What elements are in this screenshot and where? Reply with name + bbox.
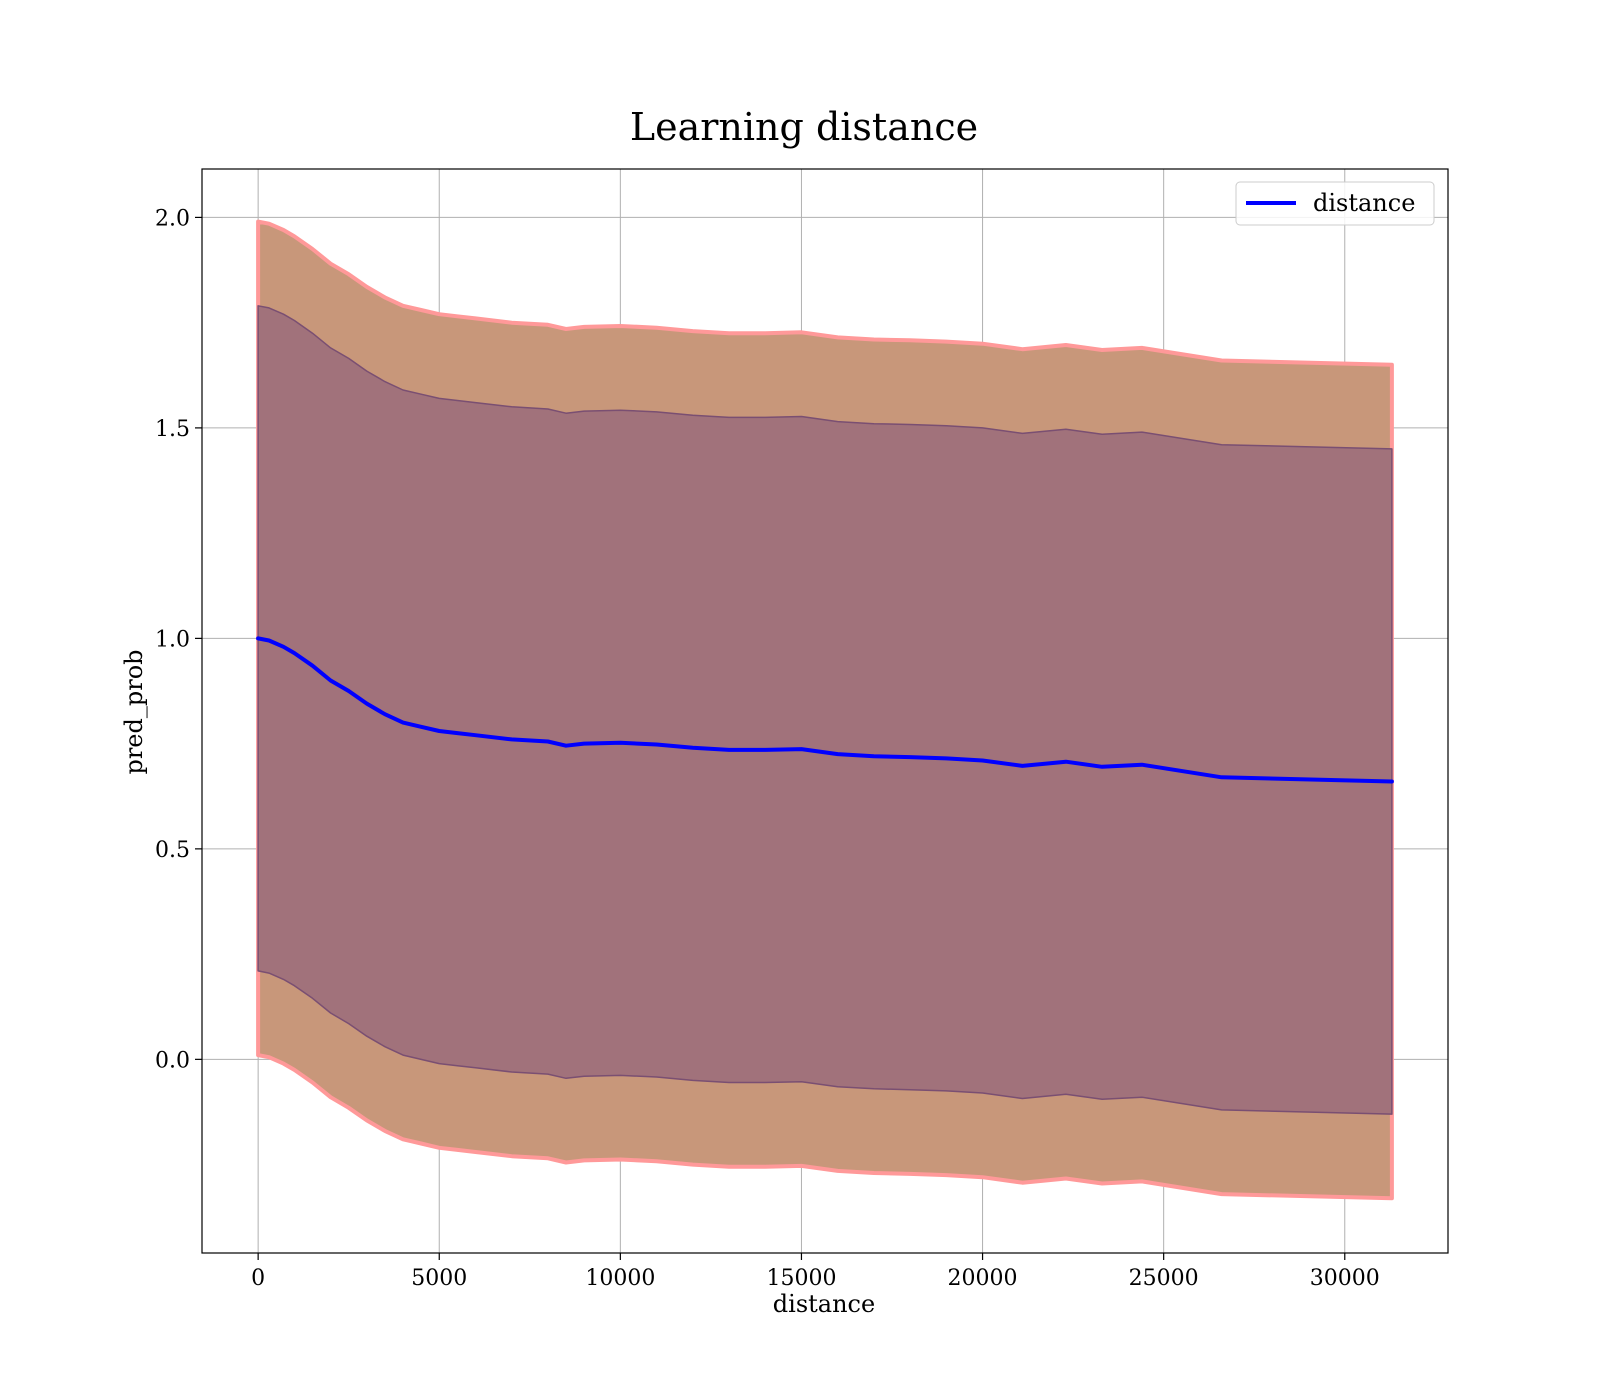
y-tick-label: 2.0	[155, 206, 190, 231]
x-tick-label: 15000	[766, 1266, 836, 1291]
distance-series-line	[256, 636, 1394, 784]
x-tick-label: 5000	[411, 1266, 467, 1291]
y-tick-label: 0.5	[155, 838, 190, 863]
x-axis-label: distance	[773, 1290, 875, 1318]
x-tick-label: 25000	[1129, 1266, 1199, 1291]
x-tick-label: 0	[251, 1266, 265, 1291]
y-tick-label: 1.5	[155, 417, 190, 442]
axes-frame	[201, 168, 1449, 1254]
x-tick-label: 10000	[585, 1266, 655, 1291]
y-axis-label: pred_prob	[120, 649, 148, 774]
x-tick-label: 20000	[948, 1266, 1018, 1291]
y-tick-label: 0.0	[155, 1048, 190, 1073]
x-tick-label: 30000	[1310, 1266, 1380, 1291]
chart-title: Learning distance	[630, 105, 978, 149]
inner-band	[257, 305, 1393, 1115]
legend-label: distance	[1313, 189, 1415, 217]
y-tick-label: 1.0	[155, 627, 190, 652]
plot-area: 0 5000 10000 15000 20000 25000 30000 0.0 0.5 1.0 1…	[155, 168, 1449, 1291]
legend-box	[1235, 181, 1435, 226]
